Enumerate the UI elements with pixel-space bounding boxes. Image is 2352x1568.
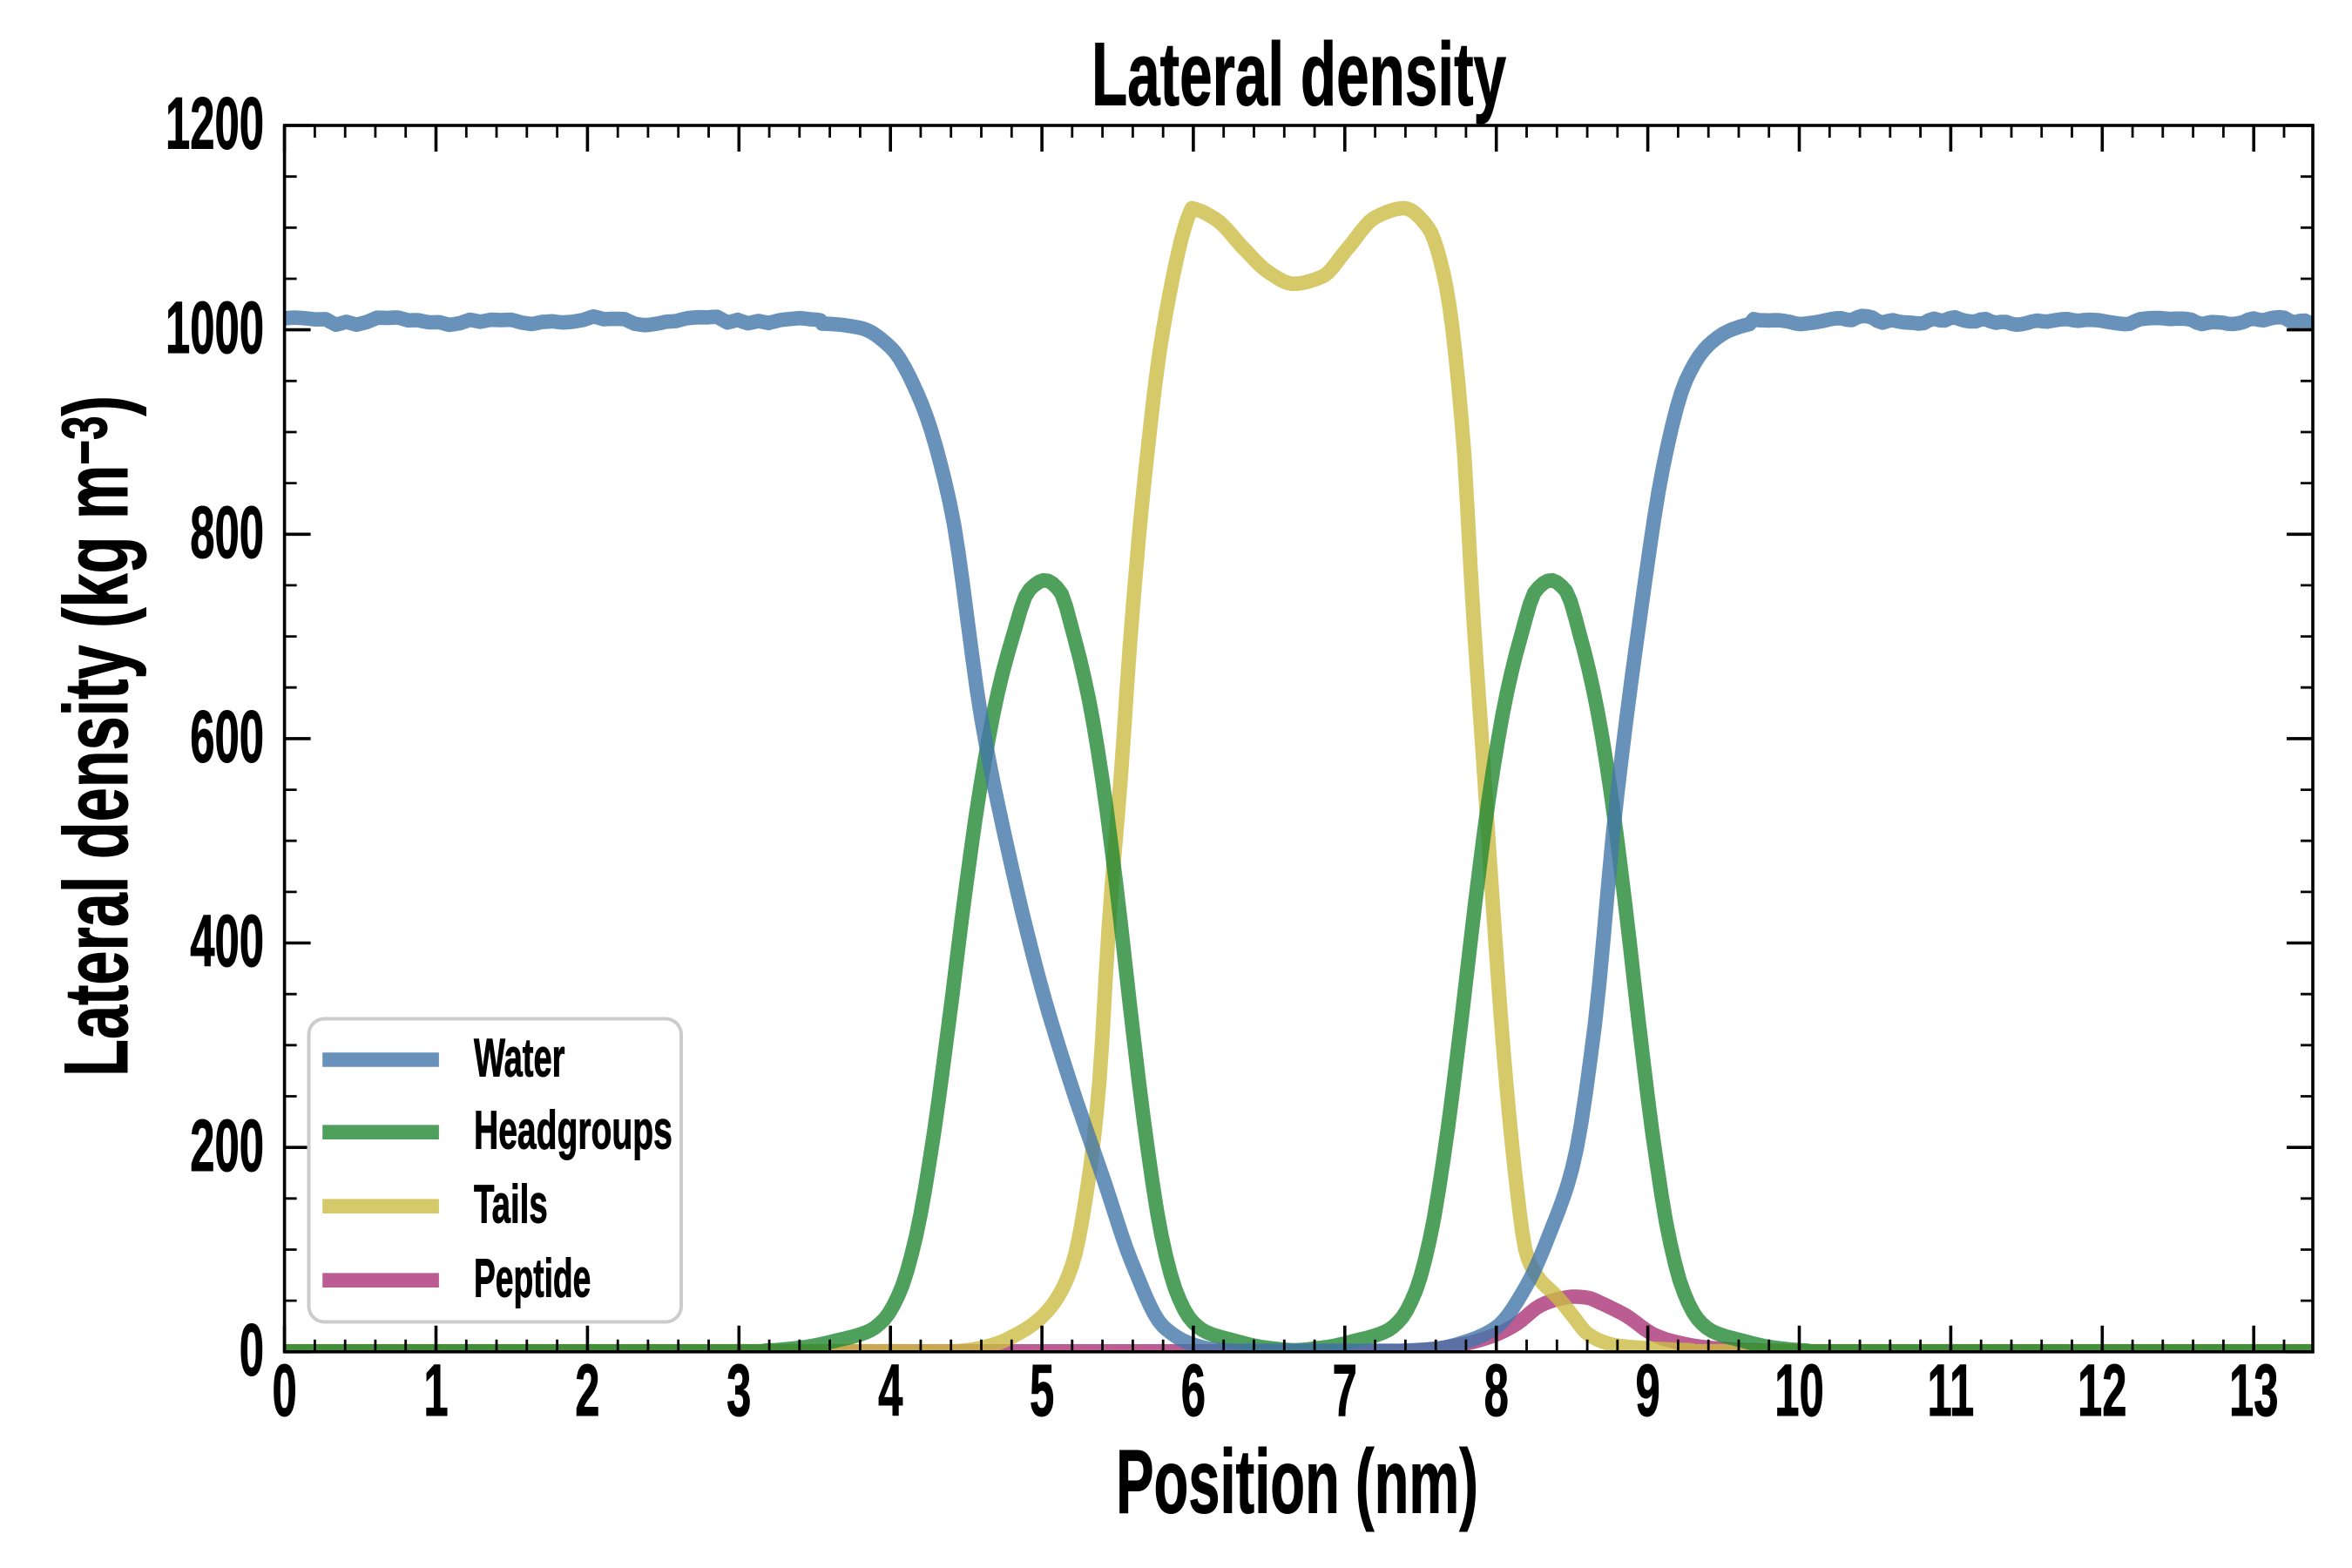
svg-text:0: 0 <box>272 1349 296 1431</box>
svg-text:6: 6 <box>1181 1349 1206 1431</box>
svg-text:Peptide: Peptide <box>474 1248 591 1308</box>
svg-text:1: 1 <box>423 1349 448 1431</box>
svg-text:13: 13 <box>2229 1349 2279 1431</box>
svg-text:8: 8 <box>1484 1349 1509 1431</box>
svg-text:1200: 1200 <box>166 82 264 164</box>
svg-text:11: 11 <box>1928 1349 1975 1431</box>
svg-text:9: 9 <box>1635 1349 1659 1431</box>
svg-text:4: 4 <box>878 1349 903 1431</box>
svg-text:12: 12 <box>2078 1349 2127 1431</box>
svg-text:7: 7 <box>1333 1349 1357 1431</box>
svg-text:3: 3 <box>727 1349 751 1431</box>
svg-text:1000: 1000 <box>166 287 264 368</box>
svg-text:10: 10 <box>1774 1349 1824 1431</box>
svg-text:Lateral density: Lateral density <box>1092 24 1506 125</box>
svg-text:2: 2 <box>575 1349 599 1431</box>
svg-text:Position (nm): Position (nm) <box>1116 1431 1478 1532</box>
svg-text:200: 200 <box>190 1105 264 1186</box>
svg-text:Water: Water <box>474 1027 564 1088</box>
svg-text:400: 400 <box>190 900 264 982</box>
svg-text:5: 5 <box>1030 1349 1054 1431</box>
svg-text:Headgroups: Headgroups <box>474 1099 672 1159</box>
svg-text:Lateral density (kg m−3): Lateral density (kg m−3) <box>45 395 146 1077</box>
svg-text:800: 800 <box>190 491 264 573</box>
svg-text:Tails: Tails <box>474 1173 548 1234</box>
svg-text:0: 0 <box>240 1308 264 1390</box>
svg-text:600: 600 <box>190 695 264 777</box>
